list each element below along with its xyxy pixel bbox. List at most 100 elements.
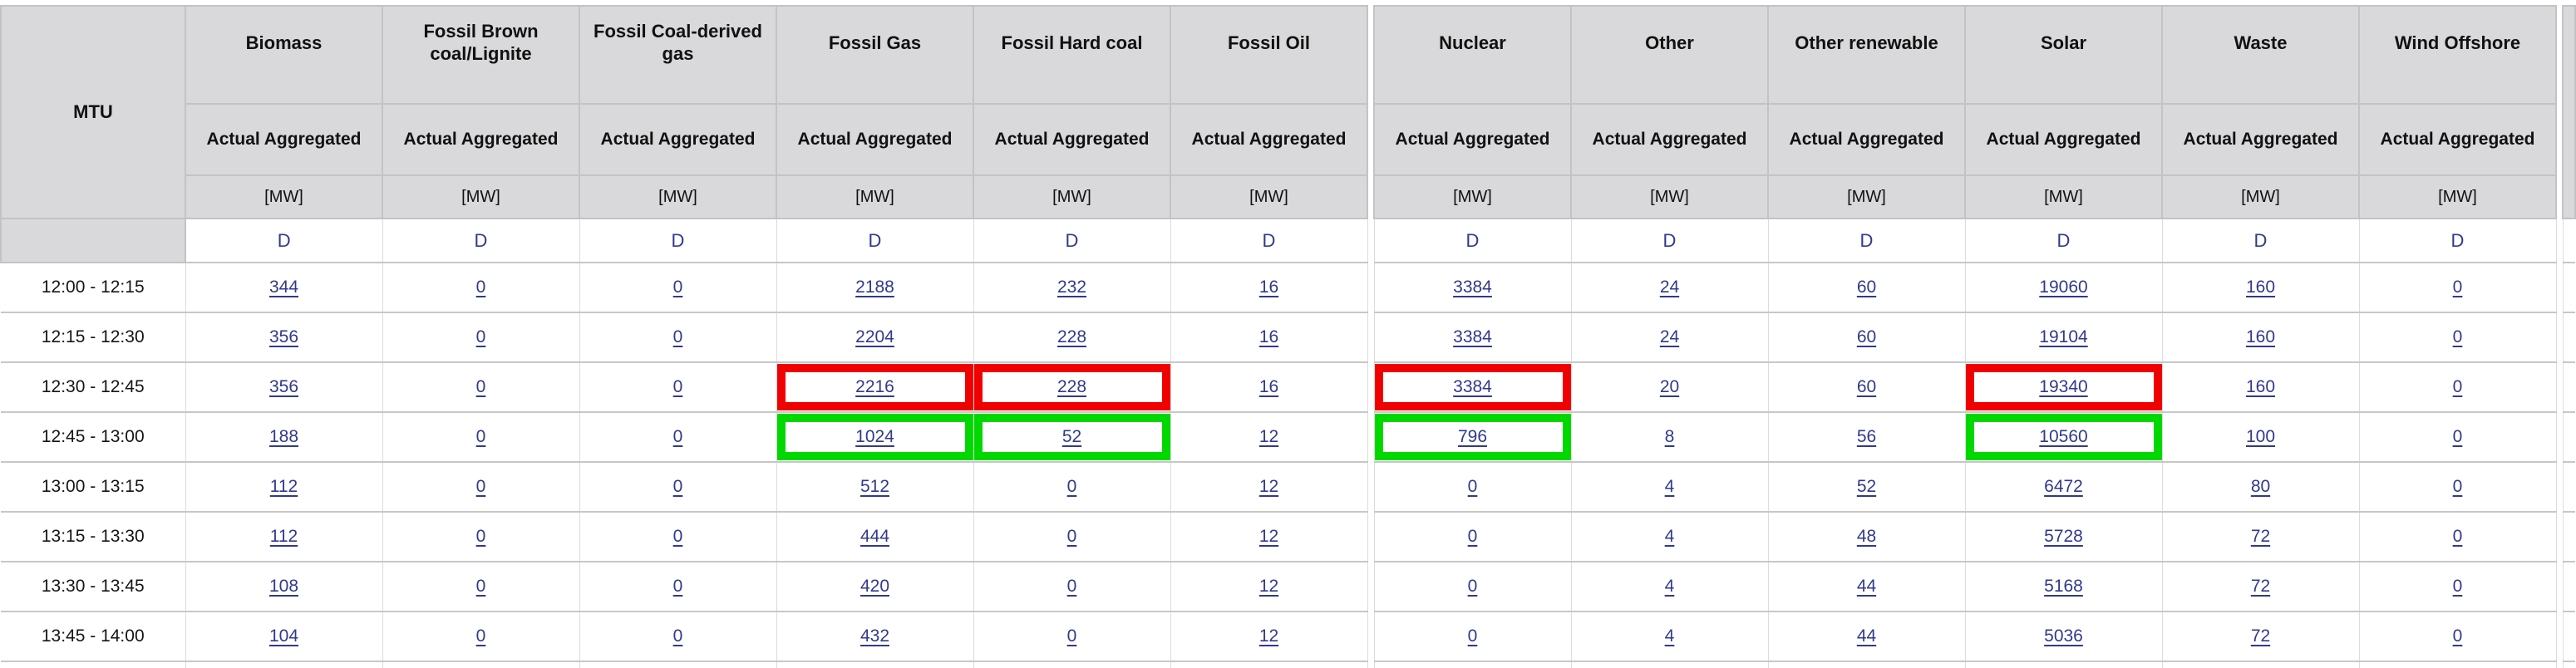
value-link-fossil-coal-derived-gas[interactable]: 0 <box>672 577 683 596</box>
column-gap <box>2556 661 2563 668</box>
value-link-fossil-oil[interactable]: 16 <box>1258 327 1279 346</box>
value-link-solar[interactable]: 5728 <box>2044 527 2083 546</box>
value-link-nuclear[interactable]: 3384 <box>1453 327 1492 346</box>
value-link-fossil-gas[interactable]: 432 <box>859 626 890 646</box>
value-link-other-renewable[interactable]: 44 <box>1856 577 1877 596</box>
value-link-fossil-coal-derived-gas[interactable]: 0 <box>672 327 683 346</box>
value-link-wind-offshore[interactable]: 0 <box>2452 577 2463 596</box>
value-link-fossil-brown-coal-lignite[interactable]: 0 <box>475 626 486 646</box>
value-link-fossil-hard-coal[interactable]: 232 <box>1057 278 1087 297</box>
value-link-fossil-hard-coal[interactable]: 228 <box>1057 327 1087 346</box>
value-link-fossil-brown-coal-lignite[interactable]: 0 <box>475 327 486 346</box>
value-link-fossil-coal-derived-gas[interactable]: 0 <box>672 278 683 297</box>
value-link-nuclear[interactable]: 796 <box>1457 427 1488 446</box>
value-link-wind-offshore[interactable]: 0 <box>2452 527 2463 546</box>
value-link-fossil-gas[interactable]: 2188 <box>855 278 894 297</box>
value-link-solar[interactable]: 19340 <box>2039 377 2088 396</box>
value-link-waste[interactable]: 72 <box>2250 527 2271 546</box>
value-cell-other: 4 <box>1570 511 1769 562</box>
value-link-solar[interactable]: 10560 <box>2039 427 2088 446</box>
value-link-wind-offshore[interactable]: 0 <box>2452 278 2463 297</box>
value-link-nuclear[interactable]: 0 <box>1467 626 1478 646</box>
value-link-fossil-gas[interactable]: 1024 <box>855 427 894 446</box>
value-link-fossil-gas[interactable]: 512 <box>859 477 890 496</box>
value-link-fossil-brown-coal-lignite[interactable]: 0 <box>475 377 486 396</box>
value-link-other-renewable[interactable]: 60 <box>1856 327 1877 346</box>
value-link-biomass[interactable]: 344 <box>268 278 299 297</box>
value-link-fossil-brown-coal-lignite[interactable]: 0 <box>475 427 486 446</box>
value-link-other[interactable]: 4 <box>1664 477 1675 496</box>
value-link-solar[interactable]: 19060 <box>2039 278 2088 297</box>
value-link-other[interactable]: 20 <box>1659 377 1680 396</box>
value-link-biomass[interactable]: 188 <box>268 427 299 446</box>
value-link-biomass[interactable]: 112 <box>269 477 298 496</box>
value-link-biomass[interactable]: 112 <box>269 527 298 546</box>
value-link-fossil-oil[interactable]: 12 <box>1258 427 1279 446</box>
value-link-other-renewable[interactable]: 52 <box>1856 477 1877 496</box>
value-link-other[interactable]: 24 <box>1659 327 1680 346</box>
value-link-other[interactable]: 24 <box>1659 278 1680 297</box>
value-link-fossil-brown-coal-lignite[interactable]: 0 <box>475 577 486 596</box>
value-link-fossil-coal-derived-gas[interactable]: 0 <box>672 477 683 496</box>
unit-header-other: [MW] <box>1570 174 1769 219</box>
value-link-waste[interactable]: 160 <box>2245 377 2276 396</box>
value-link-fossil-oil[interactable]: 12 <box>1258 477 1279 496</box>
value-link-fossil-hard-coal[interactable]: 0 <box>1066 577 1077 596</box>
value-link-other[interactable]: 8 <box>1664 427 1675 446</box>
value-link-other[interactable]: 4 <box>1664 527 1675 546</box>
value-link-fossil-coal-derived-gas[interactable]: 0 <box>672 527 683 546</box>
value-link-fossil-hard-coal[interactable]: 0 <box>1066 626 1077 646</box>
value-link-fossil-brown-coal-lignite[interactable]: 0 <box>475 527 486 546</box>
value-link-nuclear[interactable]: 0 <box>1467 577 1478 596</box>
value-link-fossil-coal-derived-gas[interactable]: 0 <box>672 626 683 646</box>
value-link-wind-offshore[interactable]: 0 <box>2452 477 2463 496</box>
value-link-wind-offshore[interactable]: 0 <box>2452 327 2463 346</box>
value-link-nuclear[interactable]: 3384 <box>1453 278 1492 297</box>
value-link-fossil-coal-derived-gas[interactable]: 0 <box>672 427 683 446</box>
value-link-wind-offshore[interactable]: 0 <box>2452 427 2463 446</box>
value-link-waste[interactable]: 72 <box>2250 626 2271 646</box>
value-link-fossil-brown-coal-lignite[interactable]: 0 <box>475 278 486 297</box>
value-link-fossil-oil[interactable]: 16 <box>1258 278 1279 297</box>
value-link-other-renewable[interactable]: 56 <box>1856 427 1877 446</box>
value-link-other-renewable[interactable]: 44 <box>1856 626 1877 646</box>
value-link-waste[interactable]: 160 <box>2245 278 2276 297</box>
value-link-fossil-hard-coal[interactable]: 52 <box>1061 427 1082 446</box>
value-link-fossil-oil[interactable]: 12 <box>1258 527 1279 546</box>
value-link-wind-offshore[interactable]: 0 <box>2452 377 2463 396</box>
value-link-wind-offshore[interactable]: 0 <box>2452 626 2463 646</box>
value-link-fossil-gas[interactable]: 420 <box>859 577 890 596</box>
value-link-other-renewable[interactable]: 48 <box>1856 527 1877 546</box>
value-link-solar[interactable]: 5036 <box>2044 626 2083 646</box>
red-highlight-box: 19340 <box>1965 364 2162 410</box>
value-link-biomass[interactable]: 356 <box>268 327 299 346</box>
value-link-biomass[interactable]: 356 <box>268 377 299 396</box>
value-link-nuclear[interactable]: 3384 <box>1453 377 1492 396</box>
value-link-fossil-gas[interactable]: 444 <box>859 527 890 546</box>
value-link-fossil-coal-derived-gas[interactable]: 0 <box>672 377 683 396</box>
value-link-fossil-hard-coal[interactable]: 0 <box>1066 527 1077 546</box>
value-link-fossil-hard-coal[interactable]: 228 <box>1057 377 1087 396</box>
value-link-other[interactable]: 4 <box>1664 626 1675 646</box>
value-link-fossil-gas[interactable]: 2216 <box>855 377 894 396</box>
value-link-nuclear[interactable]: 0 <box>1467 527 1478 546</box>
value-link-waste[interactable]: 72 <box>2250 577 2271 596</box>
value-link-other-renewable[interactable]: 60 <box>1856 278 1877 297</box>
value-link-waste[interactable]: 80 <box>2250 477 2271 496</box>
value-link-other[interactable]: 4 <box>1664 577 1675 596</box>
value-link-solar[interactable]: 6472 <box>2044 477 2083 496</box>
value-link-fossil-gas[interactable]: 2204 <box>855 327 894 346</box>
value-link-fossil-oil[interactable]: 16 <box>1258 377 1279 396</box>
value-link-fossil-hard-coal[interactable]: 0 <box>1066 477 1077 496</box>
value-link-other-renewable[interactable]: 60 <box>1856 377 1877 396</box>
value-link-nuclear[interactable]: 0 <box>1467 477 1478 496</box>
value-link-biomass[interactable]: 108 <box>268 577 299 596</box>
value-link-biomass[interactable]: 104 <box>268 626 299 646</box>
value-link-fossil-oil[interactable]: 12 <box>1258 577 1279 596</box>
value-link-waste[interactable]: 100 <box>2245 427 2276 446</box>
value-link-solar[interactable]: 5168 <box>2044 577 2083 596</box>
value-link-fossil-oil[interactable]: 12 <box>1258 626 1279 646</box>
value-link-solar[interactable]: 19104 <box>2039 327 2088 346</box>
value-link-waste[interactable]: 160 <box>2245 327 2276 346</box>
value-link-fossil-brown-coal-lignite[interactable]: 0 <box>475 477 486 496</box>
